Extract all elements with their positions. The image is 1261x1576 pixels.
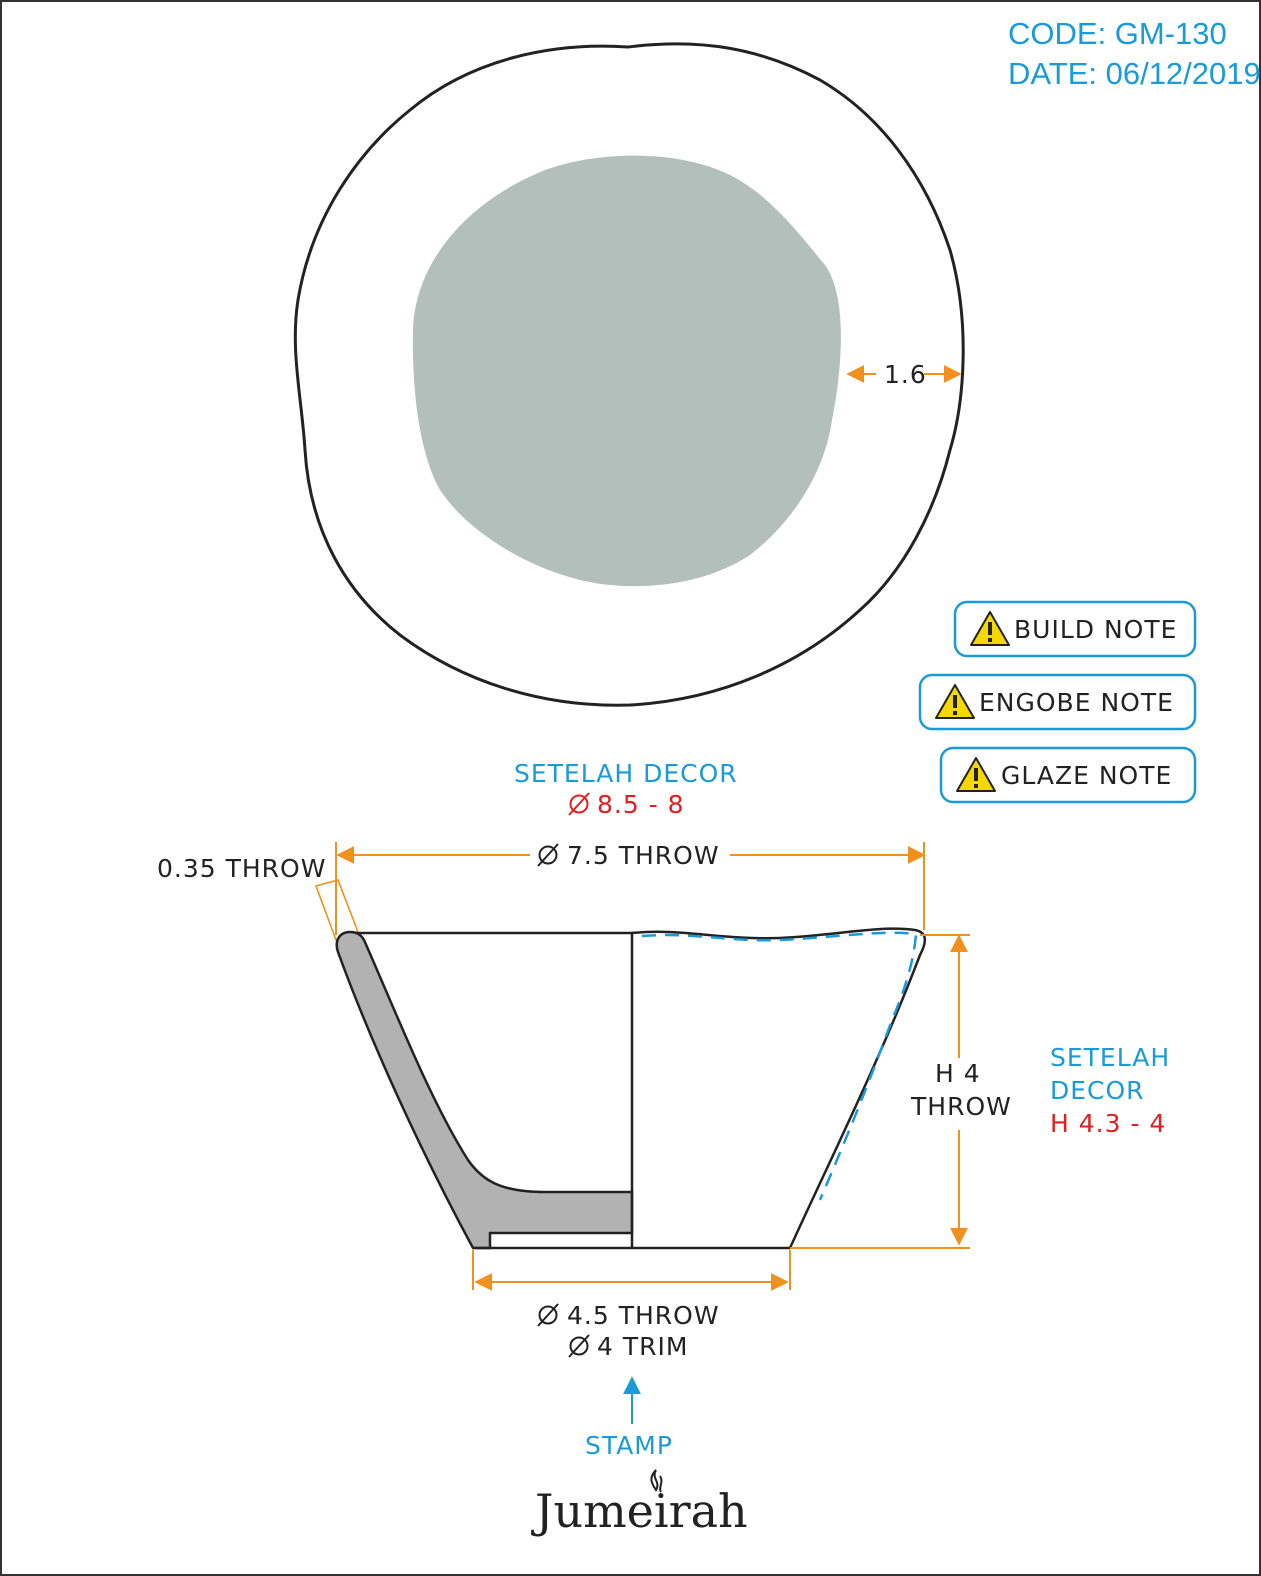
diameter-icon: [538, 1305, 558, 1325]
stamp-label: STAMP: [585, 1431, 673, 1460]
height-label-2: THROW: [910, 1092, 1012, 1121]
side-view: SETELAH DECOR 8.5 - 8 7.5 THROW 0.35 THR…: [157, 759, 1170, 1460]
bowl-wall-section: [335, 930, 634, 1250]
note-glaze-label: GLAZE NOTE: [1001, 761, 1172, 790]
glaze-interior: [412, 155, 841, 587]
svg-text:4.5 THROW: 4.5 THROW: [567, 1301, 720, 1330]
wall-thickness-label: 0.35 THROW: [157, 854, 326, 883]
note-build-label: BUILD NOTE: [1014, 615, 1177, 644]
diameter-icon: [538, 845, 558, 865]
note-glaze[interactable]: GLAZE NOTE: [939, 746, 1197, 804]
note-engobe-label: ENGOBE NOTE: [979, 688, 1174, 717]
rim-width-label: 1.6: [884, 360, 927, 389]
diameter-icon: [569, 1336, 589, 1356]
svg-text:7.5 THROW: 7.5 THROW: [567, 841, 720, 870]
decor-height-value: H 4.3 - 4: [1050, 1109, 1166, 1138]
decor-diameter-value: 8.5 - 8: [597, 790, 685, 819]
decor-diameter: 8.5 - 8: [568, 790, 685, 819]
bowl-outline-side: [631, 927, 927, 1250]
logo-flame-icon: [650, 1469, 663, 1493]
foot-trim-label: 4 TRIM: [568, 1332, 688, 1361]
note-build[interactable]: BUILD NOTE: [953, 600, 1197, 658]
drawing-date: DATE: 06/12/2019: [1008, 56, 1261, 91]
decor-height-title-1: SETELAH: [1050, 1043, 1170, 1072]
decor-height-title-2: DECOR: [1050, 1076, 1145, 1105]
product-code: CODE: GM-130: [1008, 16, 1227, 51]
decor-title: SETELAH DECOR: [514, 759, 738, 788]
note-engobe[interactable]: ENGOBE NOTE: [918, 673, 1197, 731]
foot-throw-label: 4.5 THROW: [537, 1301, 720, 1330]
jumeirah-logo: Jumeirah: [531, 1469, 748, 1538]
throw-diameter-label: 7.5 THROW: [537, 841, 720, 870]
height-label-1: H 4: [935, 1059, 981, 1088]
logo-text: Jumeirah: [531, 1484, 748, 1538]
top-view: 1.6: [293, 42, 965, 707]
svg-text:4 TRIM: 4 TRIM: [597, 1332, 688, 1361]
diameter-icon: [569, 794, 589, 814]
decor-outline: [641, 931, 918, 1201]
